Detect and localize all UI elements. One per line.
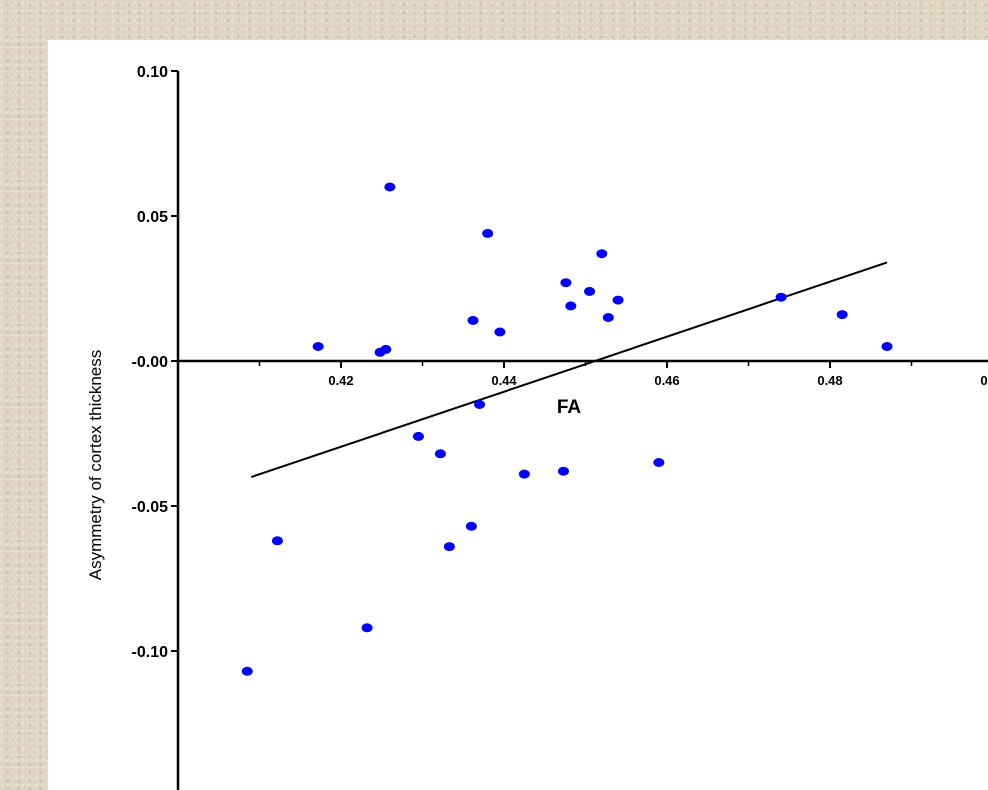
data-point — [380, 344, 392, 354]
data-point — [518, 469, 530, 479]
data-point — [482, 228, 494, 238]
x-tick-label: 0.42 — [328, 373, 353, 388]
tick-labels: 0.100.05-0.00-0.05-0.10-0.150.420.440.46… — [132, 64, 988, 790]
plot-panel: 0.100.05-0.00-0.05-0.10-0.150.420.440.46… — [48, 40, 988, 790]
x-tick-label: 0.48 — [817, 373, 842, 388]
x-tick-label: 0.46 — [654, 373, 679, 388]
data-point — [271, 536, 283, 546]
data-point — [465, 521, 477, 531]
x-axis-title: FA — [557, 397, 582, 418]
data-point — [653, 458, 665, 467]
y-tick-label: 0.05 — [137, 209, 168, 226]
x-tick-label: 0.44 — [491, 373, 517, 388]
data-point — [467, 315, 479, 325]
data-point — [612, 295, 624, 305]
y-tick-label: -0.05 — [132, 499, 169, 516]
data-point — [494, 327, 506, 337]
data-point — [596, 249, 608, 259]
data-point — [775, 292, 787, 302]
axes — [171, 70, 988, 790]
regression-line-layer — [251, 261, 888, 478]
data-point — [474, 400, 486, 409]
data-point — [836, 310, 848, 320]
data-point — [443, 542, 455, 552]
data-point — [312, 342, 324, 351]
data-points — [241, 182, 893, 676]
y-tick-label: -0.00 — [132, 354, 169, 371]
y-axis-title: Asymmetry of cortex thickness — [86, 350, 105, 581]
y-tick-label: -0.10 — [132, 644, 169, 661]
data-point — [241, 666, 253, 676]
data-point — [384, 182, 396, 192]
data-point — [412, 431, 424, 441]
scatter-chart: 0.100.05-0.00-0.05-0.10-0.150.420.440.46… — [86, 64, 988, 790]
data-point — [434, 449, 446, 459]
y-tick-label: 0.10 — [137, 64, 168, 81]
data-point — [560, 278, 572, 288]
data-point — [602, 313, 614, 322]
data-point — [565, 301, 577, 311]
data-point — [361, 623, 373, 633]
data-point — [557, 466, 569, 476]
x-tick-label: 0.50 — [980, 373, 988, 388]
data-point — [881, 342, 893, 351]
data-point — [584, 286, 596, 296]
regression-line — [251, 261, 888, 478]
